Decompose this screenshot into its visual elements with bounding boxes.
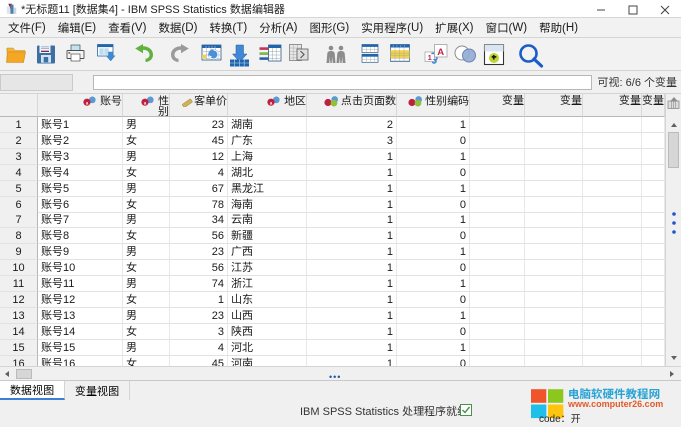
svg-text:1: 1 [428,53,432,62]
svg-text:a: a [270,100,273,105]
svg-text:a: a [144,100,147,105]
svg-text:A: A [437,47,444,58]
svg-text:a: a [86,100,89,105]
